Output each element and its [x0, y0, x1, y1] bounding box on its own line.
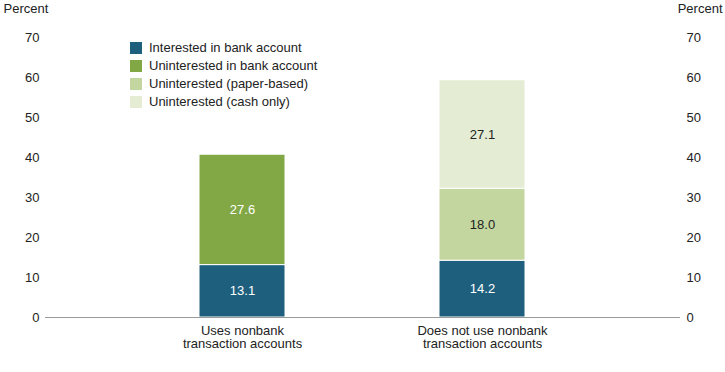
svg-text:20: 20 — [25, 230, 39, 245]
svg-text:18.0: 18.0 — [470, 217, 495, 232]
svg-text:Percent: Percent — [678, 1, 723, 16]
svg-text:50: 50 — [25, 110, 39, 125]
svg-text:27.6: 27.6 — [230, 202, 255, 217]
svg-text:13.1: 13.1 — [230, 283, 255, 298]
svg-text:Percent: Percent — [4, 1, 49, 16]
svg-text:30: 30 — [687, 190, 701, 205]
svg-text:50: 50 — [687, 110, 701, 125]
html-text:Uninterested (cash only): Uninterested (cash only) — [149, 94, 290, 109]
svg-text:0: 0 — [32, 310, 39, 325]
svg-text:10: 10 — [25, 270, 39, 285]
svg-text:0: 0 — [687, 310, 694, 325]
html-text:Interested in bank account: Interested in bank account — [149, 40, 302, 55]
svg-text:20: 20 — [687, 230, 701, 245]
svg-text:Uses nonbanktransaction accoun: Uses nonbanktransaction accounts — [183, 323, 303, 351]
svg-text:40: 40 — [25, 150, 39, 165]
svg-text:10: 10 — [687, 270, 701, 285]
svg-text:27.1: 27.1 — [470, 127, 495, 142]
svg-text:14.2: 14.2 — [470, 281, 495, 296]
svg-text:70: 70 — [25, 30, 39, 45]
html-text:Uninterested in bank account: Uninterested in bank account — [149, 58, 318, 73]
svg-text:30: 30 — [25, 190, 39, 205]
svg-text:Does not use nonbanktransactio: Does not use nonbanktransaction accounts — [417, 323, 548, 351]
svg-text:70: 70 — [687, 30, 701, 45]
svg-text:40: 40 — [687, 150, 701, 165]
svg-text:60: 60 — [687, 70, 701, 85]
html-text:Uninterested (paper-based): Uninterested (paper-based) — [149, 76, 308, 91]
svg-text:60: 60 — [25, 70, 39, 85]
